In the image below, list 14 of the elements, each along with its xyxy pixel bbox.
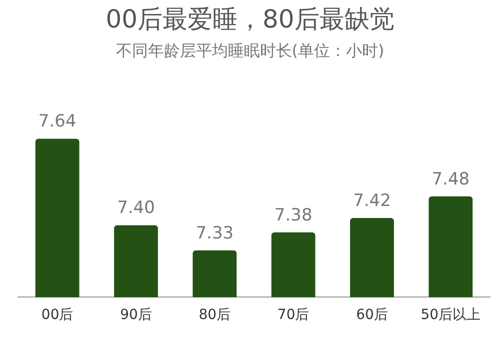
x-tick-label: 70后 xyxy=(277,307,310,324)
data-label: 7.48 xyxy=(432,169,470,190)
data-label: 7.38 xyxy=(274,205,312,226)
x-tick-label: 60后 xyxy=(356,307,388,324)
x-tick-label: 90后 xyxy=(120,307,152,324)
data-label: 7.42 xyxy=(353,190,391,211)
x-tick-label: 00后 xyxy=(41,307,74,324)
x-tick-label: 50后以上 xyxy=(420,307,481,324)
chart-subtitle: 不同年龄层平均睡眠时长(单位：小时) xyxy=(116,40,384,60)
x-tick-label: 80后 xyxy=(198,307,231,324)
data-label: 7.40 xyxy=(117,198,155,218)
data-label: 7.64 xyxy=(38,112,76,132)
data-label: 7.33 xyxy=(196,223,234,244)
chart-title: 00后最爱睡，80后最缺觉 xyxy=(106,4,394,34)
